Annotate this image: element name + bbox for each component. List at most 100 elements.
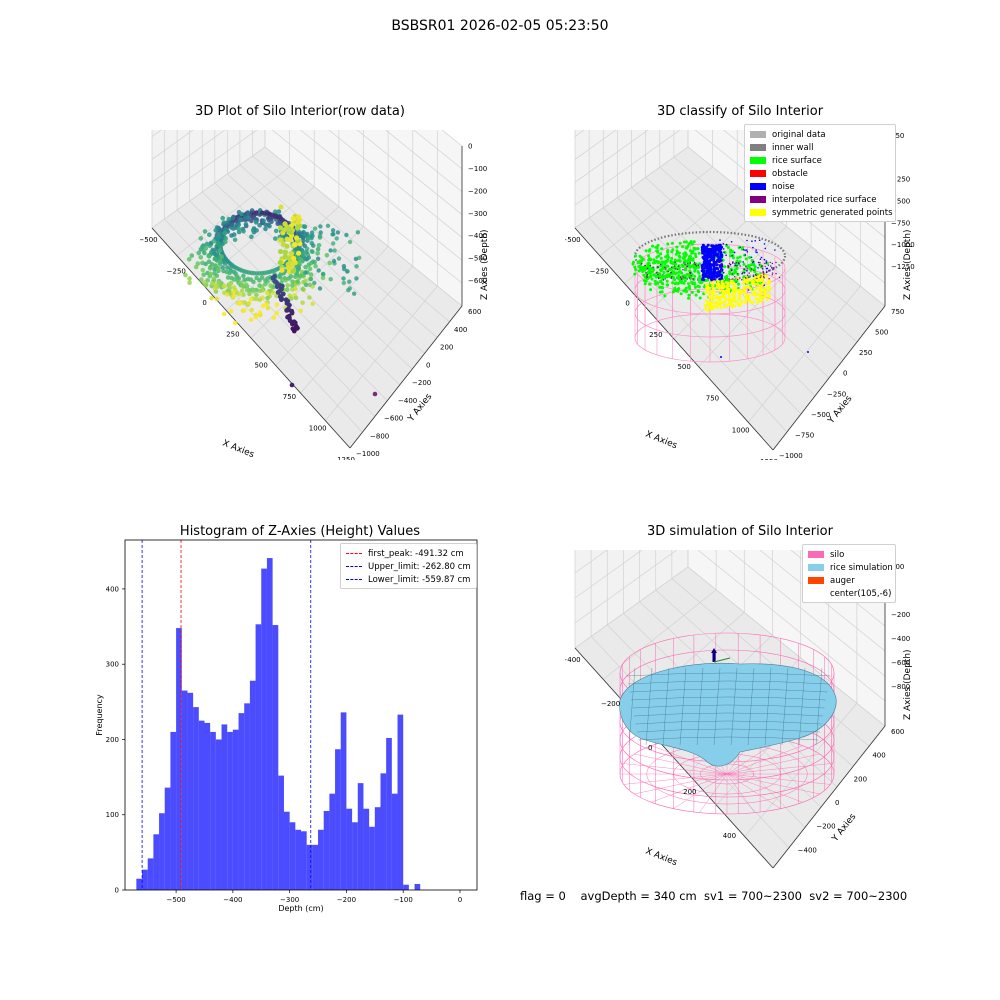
rice-point [748,281,752,285]
symmetric-point [752,289,756,293]
interpolated-point [667,270,669,273]
y-tick-label: −200 [412,379,431,387]
rice-point [693,252,697,256]
z-tick-label: −500 [891,197,910,205]
interpolated-point [762,276,765,278]
rice-point [694,293,698,297]
histogram-bar [261,568,267,890]
symmetric-point [719,285,722,289]
noise-point [703,250,707,254]
surface-mesh [798,667,806,746]
grid-line [659,166,858,343]
noise-point [722,271,725,274]
symmetric-point [750,278,753,282]
legend-swatch [346,566,362,567]
data-point [198,236,204,241]
data-point [282,221,288,227]
data-point [291,328,297,334]
rice-point [675,245,679,249]
legend-swatch [750,170,766,177]
data-point [357,255,362,260]
noise-point [764,247,767,250]
symmetric-point [751,292,755,296]
z-tick-label: 250 [891,132,904,140]
histogram-bar [397,714,404,890]
data-point [315,251,321,256]
histogram-bar [312,844,319,890]
rice-point [731,250,735,254]
rice-point [744,257,748,261]
symmetric-point [758,287,761,291]
histogram-bar [391,793,398,890]
data-point [216,234,221,239]
surface-mesh [638,736,819,741]
data-point [215,240,221,246]
noise-point [734,264,737,267]
data-point [239,288,245,294]
symmetric-point [731,288,735,292]
noise-point [720,356,722,358]
interpolated-point [692,278,694,280]
noise-point [774,249,776,251]
interpolated-point [709,277,711,280]
noise-point [709,253,713,256]
rice-point [697,271,701,275]
noise-point [712,263,716,266]
interpolated-point [756,277,758,280]
histogram-ylabel: Frequency [95,694,104,736]
data-point [290,268,296,274]
data-point [250,228,256,233]
rice-point [654,260,658,264]
symmetric-point [735,300,738,304]
noise-point [719,239,721,241]
noise-point [765,267,768,270]
data-point [278,248,284,255]
rice-point [647,249,651,253]
rice-point [648,272,652,275]
interpolated-point [775,272,777,275]
x-tick-label: 1000 [309,425,327,433]
histogram-frame [124,539,478,891]
rice-point [669,259,673,263]
interpolated-point [670,271,672,274]
noise-point [716,272,718,274]
noise-point [700,278,704,281]
interpolated-point [763,274,765,276]
histogram-bar [176,628,182,890]
grid-line [574,550,643,599]
rice-point [652,268,656,272]
symmetric-point [748,299,752,303]
interpolated-point [720,266,723,268]
histogram-bar [346,808,353,890]
data-point [186,257,192,262]
data-point [239,211,244,217]
rice-point [652,261,655,265]
data-point [231,285,237,290]
symmetric-point [746,285,750,289]
noise-point [708,260,712,264]
noise-point [701,256,705,259]
data-point [238,217,243,223]
noise-point [765,260,768,262]
rice-point [658,272,662,276]
noise-point [711,276,714,279]
histogram-bar [357,783,364,890]
rice-point [654,282,658,286]
grid-line [264,146,463,307]
histogram-legend: first_peak: -491.32 cm Upper_limit: -262.… [340,543,477,589]
symmetric-point [761,282,764,286]
data-point [209,295,214,301]
data-point [306,255,311,260]
noise-point [757,267,759,269]
histogram-bar [266,558,273,890]
y-tick-label: 200 [440,344,453,352]
rice-point [690,258,694,262]
rice-point [685,290,688,293]
data-point [226,216,232,222]
panel2-xlabel: X Axies [644,430,679,452]
rice-point [697,251,701,255]
noise-point [705,253,709,257]
noise-point [752,275,755,278]
x-tick-label: −400 [565,656,581,664]
data-point [254,275,259,281]
